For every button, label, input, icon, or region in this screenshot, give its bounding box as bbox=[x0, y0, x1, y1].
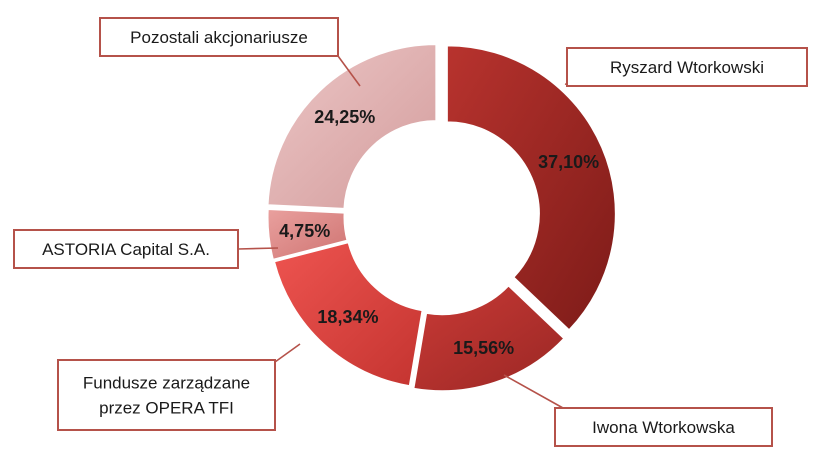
data-label-astoria-capital-s-a: 4,75% bbox=[279, 221, 330, 241]
callout-label: Fundusze zarządzane bbox=[83, 374, 250, 393]
data-label-ryszard-wtorkowski: 37,10% bbox=[538, 152, 599, 172]
data-label-pozostali-akcjonariusze: 24,25% bbox=[314, 107, 375, 127]
callout-box bbox=[554, 407, 773, 447]
leader-line-fundusze-zarz-dzane-przez-opera-tfi bbox=[274, 343, 301, 363]
callout-ryszard-wtorkowski: Ryszard Wtorkowski bbox=[566, 47, 808, 87]
callout-label: Pozostali akcjonariusze bbox=[130, 28, 308, 47]
slice-fundusze-zarz-dzane-przez-opera-tfi bbox=[273, 242, 423, 387]
callout-box bbox=[566, 47, 808, 87]
slice-pozostali-akcjonariusze bbox=[267, 44, 437, 209]
callout-box bbox=[99, 17, 339, 57]
callout-box bbox=[57, 359, 276, 431]
slice-ryszard-wtorkowski bbox=[446, 45, 616, 331]
callout-label: Iwona Wtorkowska bbox=[592, 418, 735, 437]
slice-iwona-wtorkowska bbox=[413, 285, 565, 392]
leader-line-iwona-wtorkowska bbox=[503, 374, 564, 409]
callout-astoria-capital-s-a: ASTORIA Capital S.A. bbox=[13, 229, 239, 269]
data-label-iwona-wtorkowska: 15,56% bbox=[453, 338, 514, 358]
callout-iwona-wtorkowska: Iwona Wtorkowska bbox=[554, 407, 773, 447]
leader-line-pozostali-akcjonariusze bbox=[337, 55, 361, 87]
leader-lines bbox=[237, 55, 576, 409]
callout-label: przez OPERA TFI bbox=[99, 399, 234, 418]
callout-label: ASTORIA Capital S.A. bbox=[42, 240, 210, 259]
data-label-fundusze-zarz-dzane-przez-opera-tfi: 18,34% bbox=[317, 307, 378, 327]
data-labels: 37,10% 15,56% 18,34% 4,75% 24,25% bbox=[279, 107, 599, 358]
callout-pozostali-akcjonariusze: Pozostali akcjonariusze bbox=[99, 17, 339, 57]
leader-line-astoria-capital-s-a bbox=[237, 247, 279, 250]
callout-label: Ryszard Wtorkowski bbox=[610, 58, 764, 77]
slice-astoria-capital-s-a bbox=[267, 208, 348, 260]
category-callouts: Ryszard Wtorkowski Iwona Wtorkowska Fundus… bbox=[13, 17, 808, 447]
callout-box bbox=[13, 229, 239, 269]
donut-slices bbox=[267, 44, 616, 392]
callout-fundusze-zarz-dzane-przez-opera-tfi: Fundusze zarządzane przez OPERA TFI bbox=[57, 359, 276, 431]
